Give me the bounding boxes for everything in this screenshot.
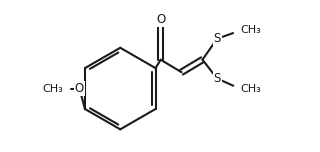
Text: CH₃: CH₃ [42,84,63,93]
Text: S: S [213,72,221,85]
Text: S: S [213,32,221,45]
Text: O: O [75,82,84,95]
Text: CH₃: CH₃ [241,25,261,35]
Text: O: O [156,13,165,26]
Text: CH₃: CH₃ [241,84,261,94]
